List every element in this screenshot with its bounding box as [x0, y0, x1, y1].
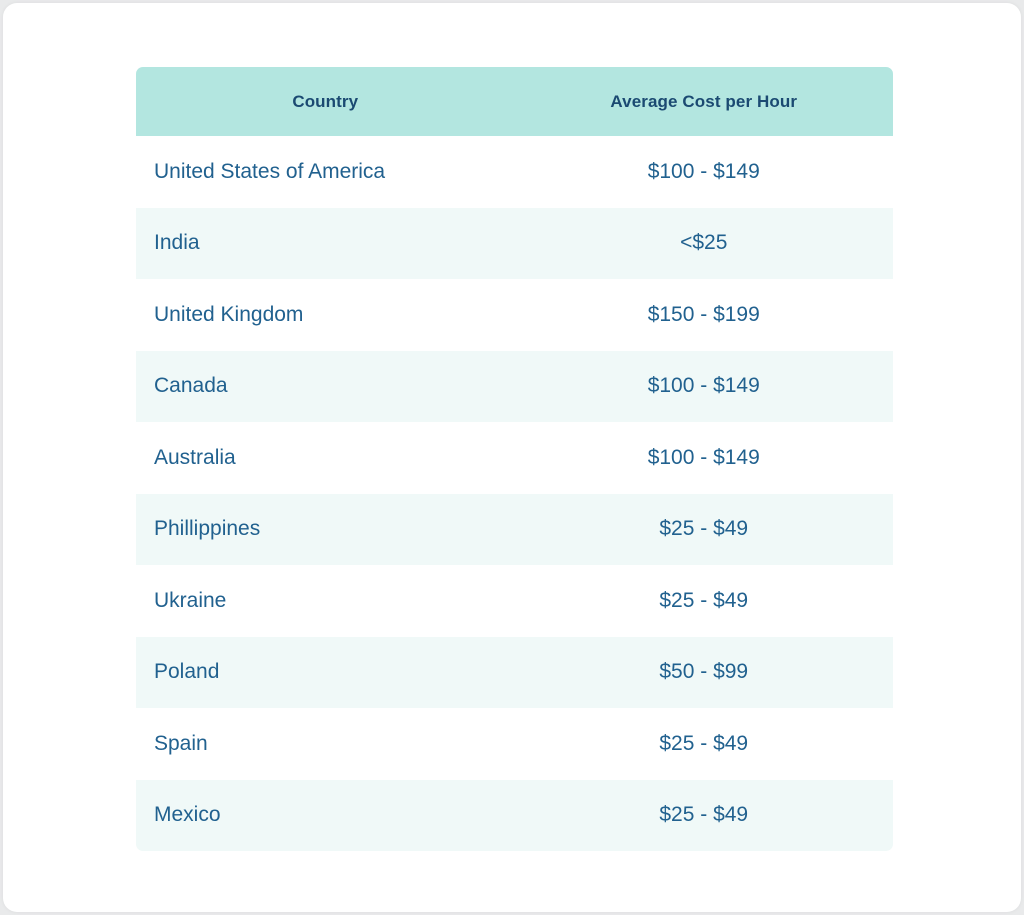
- country-cell: Australia: [154, 445, 236, 469]
- table-row: Canada $100 - $149: [136, 350, 893, 422]
- cost-cell: $50 - $99: [659, 660, 749, 684]
- table-body: United States of America $100 - $149 Ind…: [136, 136, 893, 851]
- country-cell: Mexico: [154, 803, 221, 827]
- column-header-country: Country: [292, 91, 359, 111]
- table-row: United Kingdom $150 - $199: [136, 279, 893, 351]
- country-cell: Poland: [154, 660, 220, 684]
- country-cell: United States of America: [154, 159, 386, 183]
- country-cell: Ukraine: [154, 588, 227, 612]
- cost-cell: $25 - $49: [659, 588, 749, 612]
- cost-cell: $25 - $49: [659, 731, 749, 755]
- table-row: India <$25: [136, 207, 893, 279]
- table-row: Poland $50 - $99: [136, 636, 893, 708]
- country-cell: India: [154, 231, 200, 255]
- country-cell: United Kingdom: [154, 302, 304, 326]
- table-row: Spain $25 - $49: [136, 708, 893, 780]
- content-card: Country Average Cost per Hour United Sta…: [3, 3, 1021, 912]
- country-cell: Canada: [154, 374, 228, 398]
- column-header-cost: Average Cost per Hour: [610, 91, 798, 111]
- cost-cell: <$25: [680, 231, 728, 255]
- table-header-row: Country Average Cost per Hour: [136, 67, 893, 136]
- table-row: United States of America $100 - $149: [136, 136, 893, 208]
- cost-table: Country Average Cost per Hour United Sta…: [136, 67, 893, 851]
- cost-cell: $150 - $199: [647, 302, 760, 326]
- cost-cell: $25 - $49: [659, 517, 749, 541]
- cost-cell: $100 - $149: [647, 374, 760, 398]
- table-row: Australia $100 - $149: [136, 422, 893, 494]
- table-row: Mexico $25 - $49: [136, 779, 893, 851]
- cost-cell: $25 - $49: [659, 803, 749, 827]
- table-row: Phillippines $25 - $49: [136, 493, 893, 565]
- cost-cell: $100 - $149: [647, 445, 760, 469]
- table-row: Ukraine $25 - $49: [136, 565, 893, 637]
- country-cell: Phillippines: [154, 517, 261, 541]
- cost-cell: $100 - $149: [647, 159, 760, 183]
- country-cell: Spain: [154, 731, 208, 755]
